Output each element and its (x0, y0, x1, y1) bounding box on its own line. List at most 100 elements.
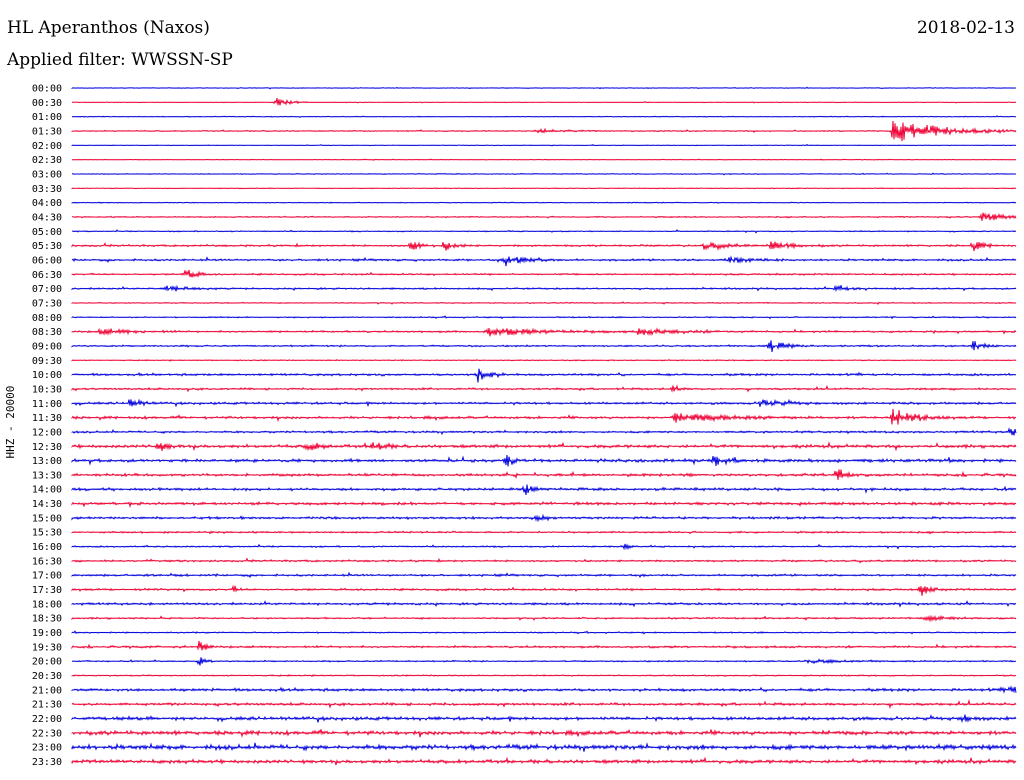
seismic-trace-row (71, 756, 1017, 766)
seismic-trace-row (71, 172, 1017, 176)
row-time-label: 03:00 (32, 169, 62, 180)
seismic-trace-row (71, 427, 1017, 436)
row-time-label: 20:30 (32, 671, 62, 682)
seismic-trace-row (71, 315, 1017, 320)
seismic-trace-row (71, 301, 1017, 305)
row-time-label: 10:00 (32, 370, 62, 381)
row-time-label: 03:30 (32, 184, 62, 195)
seismic-trace-row (71, 120, 1017, 142)
row-time-label: 12:30 (32, 442, 62, 453)
seismic-trace-row (71, 674, 1017, 678)
row-time-label: 00:00 (32, 84, 62, 95)
row-time-label: 02:30 (32, 155, 62, 166)
seismic-trace-row (71, 158, 1017, 161)
seismic-trace-row (71, 284, 1017, 293)
row-time-label: 17:30 (32, 585, 62, 596)
row-time-label: 08:30 (32, 327, 62, 338)
row-time-label: 07:00 (32, 284, 62, 295)
seismic-trace-row (71, 269, 1017, 278)
row-time-label: 09:30 (32, 356, 62, 367)
row-time-label: 15:30 (32, 528, 62, 539)
seismic-trace-row (71, 255, 1017, 267)
row-time-label: 01:30 (32, 126, 62, 137)
row-time-label: 06:00 (32, 255, 62, 266)
row-time-label: 21:00 (32, 685, 62, 696)
seismic-trace-row (71, 484, 1017, 495)
row-time-label: 12:00 (32, 427, 62, 438)
seismic-trace-row (71, 557, 1017, 564)
row-time-label: 05:30 (32, 241, 62, 252)
seismic-trace-row (71, 571, 1017, 579)
seismic-trace-row (71, 358, 1017, 362)
row-time-label: 16:00 (32, 542, 62, 553)
seismic-trace-row (71, 500, 1017, 509)
seismic-trace-row (71, 657, 1017, 666)
row-time-label: 15:00 (32, 513, 62, 524)
seismic-trace-row (71, 384, 1017, 393)
seismic-trace-row (71, 614, 1017, 623)
row-time-label: 17:00 (32, 571, 62, 582)
seismic-trace-row (71, 408, 1017, 425)
seismic-trace-row (71, 115, 1017, 119)
seismic-trace-row (71, 600, 1017, 608)
row-time-label: 01:00 (32, 112, 62, 123)
row-time-label: 13:30 (32, 470, 62, 481)
row-time-label: 10:30 (32, 384, 62, 395)
seismic-trace-row (71, 201, 1017, 204)
row-time-label: 16:30 (32, 556, 62, 567)
seismic-trace-row (71, 441, 1017, 452)
seismic-trace-row (71, 742, 1017, 752)
seismic-trace-row (71, 398, 1017, 408)
seismic-trace-row (71, 143, 1017, 147)
seismic-trace-row (71, 584, 1017, 596)
row-time-label: 18:00 (32, 599, 62, 610)
row-time-label: 13:00 (32, 456, 62, 467)
row-time-label: 20:00 (32, 657, 62, 668)
row-time-label: 14:30 (32, 499, 62, 510)
seismic-trace-row (71, 340, 1017, 352)
row-time-label: 22:30 (32, 728, 62, 739)
row-time-label: 04:30 (32, 212, 62, 223)
seismic-trace-row (71, 698, 1017, 709)
row-time-label: 11:30 (32, 413, 62, 424)
row-time-label: 11:00 (32, 399, 62, 410)
row-time-label: 22:00 (32, 714, 62, 725)
seismic-trace-row (71, 685, 1017, 694)
row-time-label: 21:30 (32, 700, 62, 711)
filter-label: Applied filter: WWSSN-SP (7, 50, 233, 70)
date-label: 2018-02-13 (916, 18, 1015, 38)
seismic-trace-row (71, 212, 1017, 221)
seismic-trace-row (71, 714, 1017, 724)
seismic-trace-row (71, 513, 1017, 523)
row-time-label: 00:30 (32, 98, 62, 109)
station-title: HL Aperanthos (Naxos) (7, 18, 210, 38)
seismic-trace-row (71, 640, 1017, 651)
seismic-trace-row (71, 469, 1017, 480)
row-time-label: 19:00 (32, 628, 62, 639)
row-time-label: 19:30 (32, 642, 62, 653)
row-time-label: 23:30 (32, 757, 62, 768)
seismic-trace-row (71, 86, 1016, 90)
row-time-label: 07:30 (32, 298, 62, 309)
seismic-trace-row (71, 241, 1017, 252)
row-time-label: 06:30 (32, 270, 62, 281)
seismic-trace-row (71, 630, 1017, 635)
row-time-label: 09:00 (32, 341, 62, 352)
seismic-trace-row (71, 327, 1017, 337)
row-time-label: 08:00 (32, 313, 62, 324)
seismic-trace-row (71, 229, 1017, 234)
seismic-trace-row (71, 187, 1017, 190)
row-time-label: 18:30 (32, 614, 62, 625)
seismic-trace-row (71, 530, 1017, 535)
seismic-trace-row (71, 454, 1017, 467)
row-time-label: 14:00 (32, 485, 62, 496)
row-time-label: 04:00 (32, 198, 62, 209)
seismic-trace-row (71, 97, 1017, 106)
row-time-label: 23:00 (32, 743, 62, 754)
row-time-label: 05:00 (32, 227, 62, 238)
seismic-trace-row (71, 543, 1017, 551)
seismic-trace-row (71, 368, 1017, 383)
row-time-label: 02:00 (32, 141, 62, 152)
seismic-trace-row (71, 728, 1017, 738)
